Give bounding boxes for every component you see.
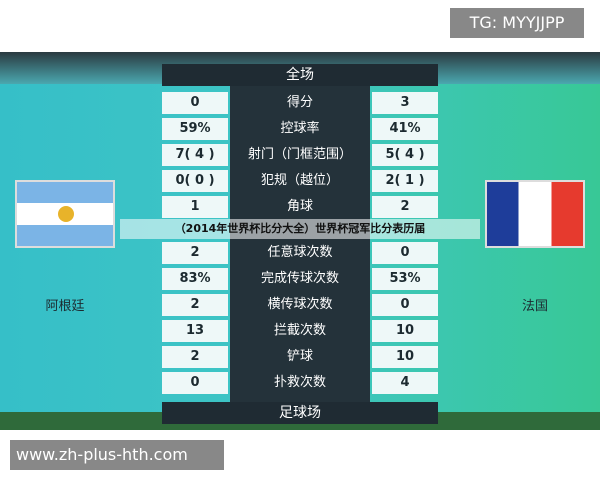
stat-label: 犯规（越位） <box>260 173 339 188</box>
stat-left-value: 1 <box>162 196 228 218</box>
stat-right-value: 10 <box>372 346 438 368</box>
watermark-tg: TG: MYYJJPP <box>450 8 584 38</box>
stat-label: 铲球 <box>286 349 313 364</box>
stat-row: 2 任意球次数 0 <box>162 242 438 264</box>
stat-left-value: 0 <box>162 92 228 114</box>
stat-left-value: 13 <box>162 320 228 342</box>
argentina-flag-icon <box>15 180 115 248</box>
stat-label: 得分 <box>286 95 313 110</box>
stat-right-value: 10 <box>372 320 438 342</box>
stat-right-value: 53% <box>372 268 438 290</box>
stat-left-value: 0 <box>162 372 228 394</box>
team-right-name: 法国 <box>521 299 548 314</box>
stat-right-value: 2 <box>372 196 438 218</box>
stat-left-value: 2 <box>162 294 228 316</box>
watermark-url: www.zh-plus-hth.com <box>10 440 224 470</box>
sun-of-may-icon <box>58 206 74 222</box>
stat-label-column <box>230 86 370 402</box>
stat-right-value: 0 <box>372 294 438 316</box>
stat-left-value: 59% <box>162 118 228 140</box>
stat-row: 59% 控球率 41% <box>162 118 438 140</box>
team-left-name: 阿根廷 <box>45 299 85 314</box>
stat-label: 完成传球次数 <box>260 271 339 286</box>
footer-stadium: 足球场 <box>162 402 438 424</box>
stat-left-value: 0( 0 ) <box>162 170 228 192</box>
stat-right-value: 41% <box>372 118 438 140</box>
stat-label: 横传球次数 <box>267 297 333 312</box>
stat-row: 13 拦截次数 10 <box>162 320 438 342</box>
stat-label: 扑救次数 <box>273 375 326 390</box>
stat-right-value: 2( 1 ) <box>372 170 438 192</box>
stat-right-value: 0 <box>372 242 438 264</box>
match-stats-scene: 全场 0 得分 3 59% 控球率 41% 7( 4 ) 射门（门框范围） 5( 4 ) 0( 0… <box>0 52 600 430</box>
stat-right-value: 5( 4 ) <box>372 144 438 166</box>
stat-row: 2 铲球 10 <box>162 346 438 368</box>
stat-left-value: 2 <box>162 242 228 264</box>
stat-right-value: 3 <box>372 92 438 114</box>
header-full-match: 全场 <box>162 64 438 86</box>
caption-overlay <box>120 219 480 239</box>
stat-left-value: 83% <box>162 268 228 290</box>
stat-row: 2 横传球次数 0 <box>162 294 438 316</box>
stat-row: 0( 0 ) 犯规（越位） 2( 1 ) <box>162 170 438 192</box>
stat-left-value: 2 <box>162 346 228 368</box>
stat-label: 任意球次数 <box>267 245 333 260</box>
stat-row: 1 角球 2 <box>162 196 438 218</box>
france-flag-icon <box>485 180 585 248</box>
stat-label: 拦截次数 <box>273 323 326 338</box>
stat-label: 射门（门框范围） <box>247 147 352 162</box>
stat-row: 0 扑救次数 4 <box>162 372 438 394</box>
stat-label: 角球 <box>286 199 313 214</box>
caption: （2014年世界杯比分大全）世界杯冠军比分表历届 <box>174 222 426 235</box>
stat-row: 83% 完成传球次数 53% <box>162 268 438 290</box>
stat-row: 7( 4 ) 射门（门框范围） 5( 4 ) <box>162 144 438 166</box>
stat-left-value: 7( 4 ) <box>162 144 228 166</box>
stat-right-value: 4 <box>372 372 438 394</box>
stat-row: 0 得分 3 <box>162 92 438 114</box>
stat-label: 控球率 <box>280 121 320 136</box>
